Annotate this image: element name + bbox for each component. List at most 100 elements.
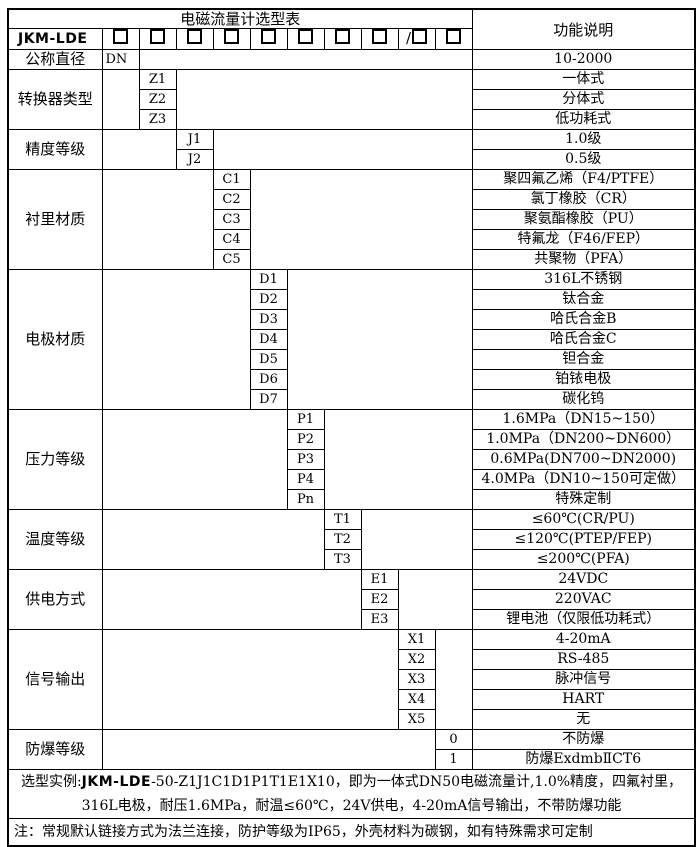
option-row: 衬里材质 C1 聚四氟乙烯（F4/PTFE） xyxy=(7,169,696,270)
empty-cell xyxy=(101,269,251,410)
option-row: 温度等级 T1 ≤60℃(CR/PU) xyxy=(7,509,696,570)
model-code-label: JKM-LDE xyxy=(7,28,103,50)
option-code: 1 xyxy=(434,749,473,770)
option-code: E1 xyxy=(360,569,399,590)
model-checkbox-cell xyxy=(323,28,362,50)
example-line2: 316L电极，耐压1.6MPa，耐温≤60℃，24V供电，4-20mA信号输出，… xyxy=(81,798,622,814)
option-code: D6 xyxy=(249,369,288,390)
option-code: D7 xyxy=(249,389,288,410)
empty-cell xyxy=(397,569,473,630)
option-code: P4 xyxy=(286,469,325,490)
option-description: 钽合金 xyxy=(471,349,696,370)
option-row: X5 无 xyxy=(8,709,696,730)
model-checkbox-cell: / xyxy=(397,28,436,50)
option-row: 电极材质 D1 316L不锈钢 xyxy=(7,269,696,410)
option-code: E2 xyxy=(360,589,399,610)
option-row: E2 220VAC xyxy=(8,589,696,610)
option-description: 特殊定制 xyxy=(471,489,696,510)
model-checkbox[interactable] xyxy=(335,29,350,44)
option-description: ≤60℃(CR/PU) xyxy=(471,509,696,530)
option-description: 共聚物（PFA） xyxy=(471,249,696,270)
model-checkbox-cell xyxy=(249,28,288,50)
model-checkbox[interactable] xyxy=(446,29,461,44)
option-code: X5 xyxy=(397,709,436,730)
model-checkbox-cell xyxy=(360,28,399,50)
group-label-4: 衬里材质 xyxy=(7,169,103,270)
option-description: 聚氨酯橡胶（PU） xyxy=(471,209,696,230)
model-checkbox-cell xyxy=(212,28,251,50)
empty-cell xyxy=(175,69,473,130)
option-code: Z1 xyxy=(138,69,177,90)
option-description: 锂电池（仅限低功耗式） xyxy=(471,609,696,630)
option-row: D5 钽合金 xyxy=(8,349,696,370)
option-description: 220VAC xyxy=(471,589,696,610)
empty-cell xyxy=(249,169,473,270)
model-checkbox[interactable] xyxy=(150,29,165,44)
selection-example: 选型实例:JKM-LDE-50-Z1J1C1D1P1T1E1X10，即为一体式D… xyxy=(7,769,696,819)
option-description: 哈氏合金C xyxy=(471,329,696,350)
option-code: E3 xyxy=(360,609,399,630)
option-description: 24VDC xyxy=(471,569,696,590)
option-code: J2 xyxy=(175,149,214,170)
empty-cell xyxy=(434,629,473,730)
option-code: J1 xyxy=(175,129,214,150)
option-code: T1 xyxy=(323,509,362,530)
option-row: D4 哈氏合金C xyxy=(8,329,696,350)
empty-cell xyxy=(101,409,288,510)
example-line1-rest: -50-Z1J1C1D1P1T1E1X10，即为一体式DN50电磁流量计,1.0… xyxy=(151,774,683,790)
table-title: 电磁流量计选型表 xyxy=(7,8,473,29)
option-code: C2 xyxy=(212,189,251,210)
option-description: 0.5级 xyxy=(471,149,696,170)
model-checkbox[interactable] xyxy=(298,29,313,44)
option-code: X2 xyxy=(397,649,436,670)
group-label-3: 精度等级 xyxy=(7,129,103,170)
slash-mark: / xyxy=(405,29,412,48)
option-row: X3 脉冲信号 xyxy=(8,669,696,690)
option-code: X1 xyxy=(397,629,436,650)
option-code: DN xyxy=(101,49,140,70)
option-description: 1.6MPa（DN15~150） xyxy=(471,409,696,430)
option-description: 一体式 xyxy=(471,69,696,90)
option-description: 聚四氟乙烯（F4/PTFE） xyxy=(471,169,696,190)
group-label-6: 压力等级 xyxy=(7,409,103,510)
option-row: T3 ≤200℃(PFA) xyxy=(8,549,696,570)
empty-cell xyxy=(101,169,214,270)
option-row: C3 聚氨酯橡胶（PU） xyxy=(8,209,696,230)
option-code: D4 xyxy=(249,329,288,350)
option-row: T2 ≤120℃(PTEP/FEP) xyxy=(8,529,696,550)
option-description: HART xyxy=(471,689,696,710)
option-description: ≤120℃(PTEP/FEP) xyxy=(471,529,696,550)
model-checkbox[interactable] xyxy=(372,29,387,44)
option-description: 316L不锈钢 xyxy=(471,269,696,290)
model-checkbox[interactable] xyxy=(224,29,239,44)
option-description: 无 xyxy=(471,709,696,730)
model-checkbox[interactable] xyxy=(261,29,276,44)
option-code: C5 xyxy=(212,249,251,270)
option-description: 10-2000 xyxy=(471,49,696,70)
model-checkbox[interactable] xyxy=(113,29,128,44)
option-description: 钛合金 xyxy=(471,289,696,310)
group-label-7: 温度等级 xyxy=(7,509,103,570)
option-row: 防爆等级 0 不防爆 xyxy=(7,729,696,770)
option-description: 特氟龙（F46/FEP） xyxy=(471,229,696,250)
empty-cell xyxy=(101,509,325,570)
option-row: Z3 低功耗式 xyxy=(8,109,696,130)
option-description: 不防爆 xyxy=(471,729,696,750)
empty-cell xyxy=(101,569,362,630)
option-row: D3 哈氏合金B xyxy=(8,309,696,330)
option-row: C5 共聚物（PFA） xyxy=(8,249,696,270)
option-code: 0 xyxy=(434,729,473,750)
option-description: 哈氏合金B xyxy=(471,309,696,330)
empty-cell xyxy=(286,269,473,410)
empty-cell xyxy=(101,629,399,730)
option-code: D1 xyxy=(249,269,288,290)
model-checkbox-cell xyxy=(286,28,325,50)
model-checkbox-cell xyxy=(101,28,140,50)
option-code: D3 xyxy=(249,309,288,330)
option-code: X4 xyxy=(397,689,436,710)
option-row: X4 HART xyxy=(8,689,696,710)
option-description: 4.0MPa（DN10~150可定做） xyxy=(471,469,696,490)
option-row: D2 钛合金 xyxy=(8,289,696,310)
model-checkbox[interactable] xyxy=(412,29,428,44)
model-checkbox[interactable] xyxy=(187,29,202,44)
